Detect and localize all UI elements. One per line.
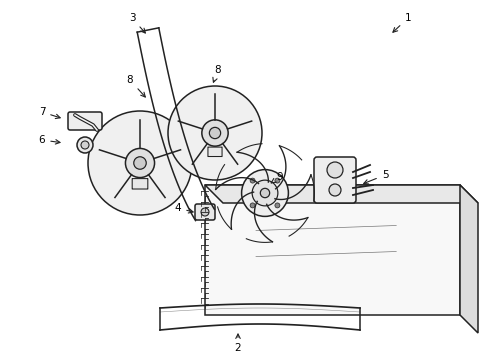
Circle shape [327, 162, 343, 178]
Polygon shape [205, 185, 478, 203]
Text: 7: 7 [39, 107, 60, 118]
Circle shape [77, 137, 93, 153]
Text: 8: 8 [213, 65, 221, 82]
Circle shape [329, 184, 341, 196]
Circle shape [250, 203, 255, 208]
FancyBboxPatch shape [195, 204, 215, 220]
Circle shape [275, 178, 280, 183]
Text: 6: 6 [39, 135, 60, 145]
FancyBboxPatch shape [314, 157, 356, 203]
Circle shape [88, 111, 192, 215]
Circle shape [134, 157, 146, 169]
Circle shape [81, 141, 89, 149]
FancyBboxPatch shape [208, 147, 222, 157]
Circle shape [209, 127, 220, 139]
Circle shape [168, 86, 262, 180]
Text: 1: 1 [393, 13, 411, 32]
Circle shape [252, 180, 278, 206]
Circle shape [202, 120, 228, 146]
Circle shape [275, 203, 280, 208]
Polygon shape [460, 185, 478, 333]
Circle shape [125, 148, 154, 177]
Text: 9: 9 [271, 172, 283, 183]
Circle shape [201, 208, 209, 216]
Circle shape [260, 188, 270, 198]
Circle shape [250, 178, 255, 183]
Polygon shape [205, 185, 460, 315]
Text: 4: 4 [175, 203, 193, 213]
FancyBboxPatch shape [68, 112, 102, 130]
Circle shape [242, 170, 289, 216]
Text: 2: 2 [235, 334, 241, 353]
FancyBboxPatch shape [132, 179, 148, 189]
Text: 5: 5 [364, 170, 388, 184]
Text: 3: 3 [129, 13, 146, 33]
Text: 8: 8 [127, 75, 146, 97]
